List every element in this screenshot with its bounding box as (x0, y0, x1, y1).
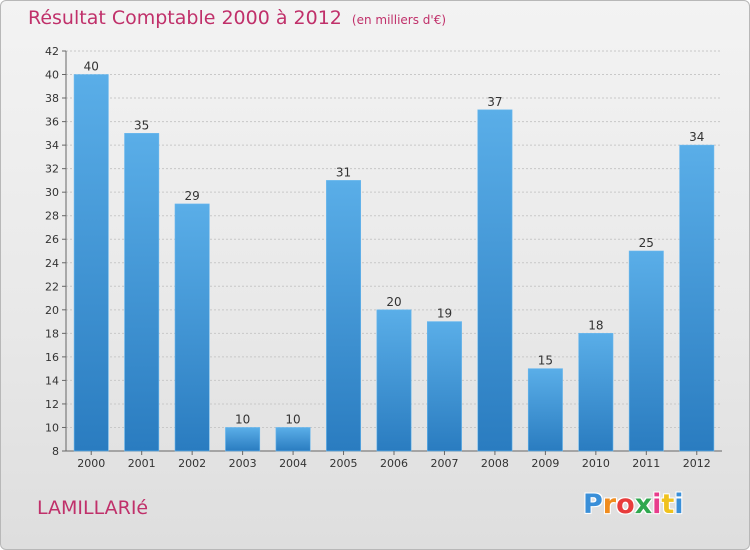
bar (427, 321, 462, 452)
chart-unit: (en milliers d'€) (351, 13, 447, 27)
commune-name: LAMILLARIé (37, 497, 149, 519)
y-tick-label: 28 (45, 210, 59, 223)
y-tick-label: 32 (45, 163, 59, 176)
logo-letter: t (661, 489, 675, 520)
y-tick-label: 36 (45, 116, 59, 129)
bar-value-label: 15 (538, 354, 553, 368)
bar (174, 203, 210, 452)
x-tick-label: 2006 (380, 457, 408, 470)
logo-letter: o (616, 489, 635, 520)
bar (225, 427, 261, 452)
bar-value-label: 37 (487, 95, 502, 109)
chart-title: Résultat Comptable 2000 à 2012 (en millie… (28, 7, 446, 29)
bar (679, 144, 715, 452)
x-tick-label: 2000 (77, 457, 105, 470)
bar (124, 133, 160, 452)
bar (527, 368, 563, 452)
bar (275, 427, 311, 452)
x-tick-label: 2012 (683, 457, 711, 470)
y-tick-label: 10 (45, 421, 59, 434)
x-tick-label: 2001 (128, 457, 156, 470)
bar-value-label: 18 (588, 318, 603, 332)
x-tick-label: 2008 (481, 457, 509, 470)
logo-letter: i (652, 489, 662, 520)
bar-value-label: 31 (336, 165, 351, 179)
x-tick-label: 2011 (632, 457, 660, 470)
bar (326, 180, 361, 452)
chart-title-text: Résultat Comptable 2000 à 2012 (28, 7, 342, 29)
bar (376, 309, 412, 452)
x-tick-label: 2004 (279, 457, 307, 470)
bar-value-label: 35 (134, 118, 149, 132)
y-tick-label: 8 (52, 445, 59, 458)
x-tick-label: 2009 (531, 457, 559, 470)
x-tick-label: 2002 (178, 457, 206, 470)
bar-value-label: 19 (437, 307, 452, 321)
bar-value-label: 34 (689, 130, 704, 144)
y-tick-label: 18 (45, 327, 59, 340)
y-tick-label: 30 (45, 186, 59, 199)
y-tick-label: 22 (45, 280, 59, 293)
y-tick-label: 24 (45, 257, 59, 270)
y-tick-label: 20 (45, 304, 59, 317)
y-tick-label: 42 (45, 45, 59, 58)
bar (73, 74, 109, 452)
y-tick-label: 16 (45, 351, 59, 364)
y-tick-label: 38 (45, 92, 59, 105)
logo-letter: x (634, 489, 653, 520)
bar (578, 333, 614, 452)
bar-value-label: 20 (386, 295, 401, 309)
y-tick-label: 40 (45, 69, 59, 82)
bar-value-label: 29 (185, 189, 200, 203)
bar-value-label: 10 (235, 412, 250, 426)
x-tick-label: 2003 (229, 457, 257, 470)
x-tick-label: 2010 (582, 457, 610, 470)
y-tick-label: 34 (45, 139, 59, 152)
y-tick-label: 14 (45, 374, 59, 387)
y-tick-label: 26 (45, 233, 59, 246)
logo-letter: r (602, 489, 617, 520)
y-tick-label: 12 (45, 398, 59, 411)
bar (628, 250, 664, 452)
bar-value-label: 10 (285, 412, 300, 426)
bar (477, 109, 513, 452)
x-tick-label: 2005 (330, 457, 358, 470)
bar-value-label: 25 (639, 236, 654, 250)
x-tick-label: 2007 (430, 457, 458, 470)
logo-letter: i (674, 489, 684, 520)
bar-value-label: 40 (84, 60, 99, 74)
proxiti-logo: Proxiti (583, 489, 684, 520)
logo-letter: P (583, 489, 603, 520)
